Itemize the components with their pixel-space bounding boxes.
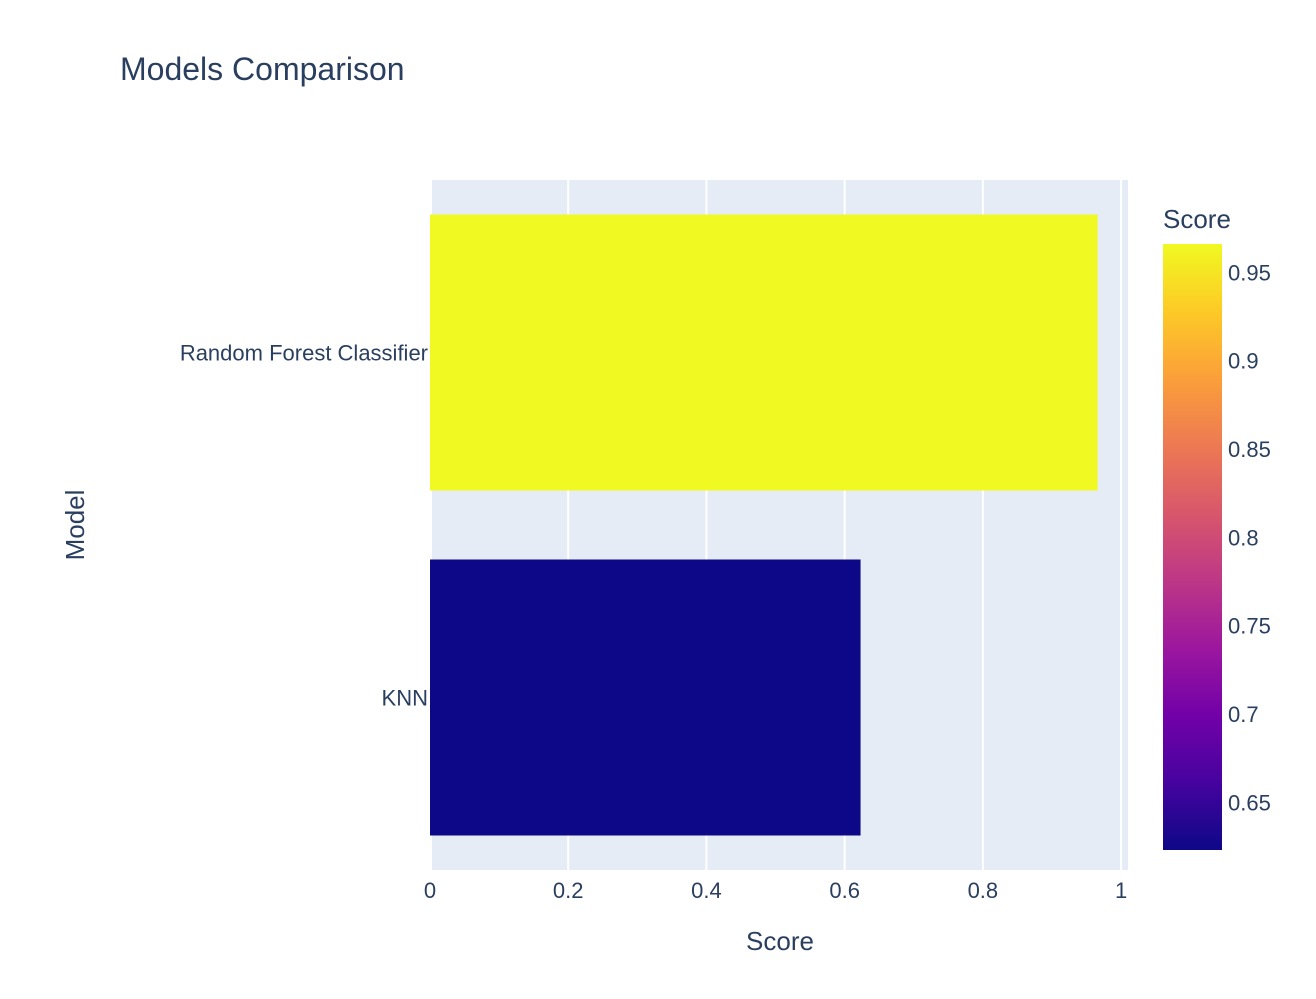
x-tick-label: 0.8 <box>968 878 999 903</box>
x-axis-title: Score <box>746 926 814 956</box>
colorbar-gradient <box>1163 244 1222 850</box>
colorbar-tick-label: 0.75 <box>1228 614 1271 639</box>
bars <box>430 214 1098 836</box>
y-tick-label: KNN <box>382 686 428 711</box>
colorbar-ticks: 0.65 0.7 0.75 0.8 0.85 0.9 0.95 <box>1228 260 1271 815</box>
x-tick-label: 0.4 <box>691 878 722 903</box>
bar <box>430 559 861 836</box>
colorbar-tick-label: 0.95 <box>1228 260 1271 285</box>
x-axis-ticks: 0 0.2 0.4 0.6 0.8 1 <box>424 878 1127 903</box>
x-tick-label: 0.6 <box>829 878 860 903</box>
x-tick-label: 0.2 <box>553 878 584 903</box>
colorbar-tick-label: 0.85 <box>1228 437 1271 462</box>
colorbar: Score 0.65 0.7 0.75 0.8 0.85 0.9 0.95 <box>1163 204 1271 850</box>
x-tick-label: 0 <box>424 878 436 903</box>
x-tick-label: 1 <box>1115 878 1127 903</box>
colorbar-tick-label: 0.65 <box>1228 790 1271 815</box>
chart-title: Models Comparison <box>120 51 405 87</box>
y-axis-ticks: Random Forest Classifier KNN <box>180 341 428 711</box>
y-axis-title: Model <box>60 490 90 561</box>
colorbar-title: Score <box>1163 204 1231 234</box>
colorbar-tick-label: 0.9 <box>1228 349 1259 374</box>
bar <box>430 214 1098 491</box>
y-tick-label: Random Forest Classifier <box>180 341 428 366</box>
colorbar-tick-label: 0.7 <box>1228 702 1259 727</box>
colorbar-tick-label: 0.8 <box>1228 525 1259 550</box>
